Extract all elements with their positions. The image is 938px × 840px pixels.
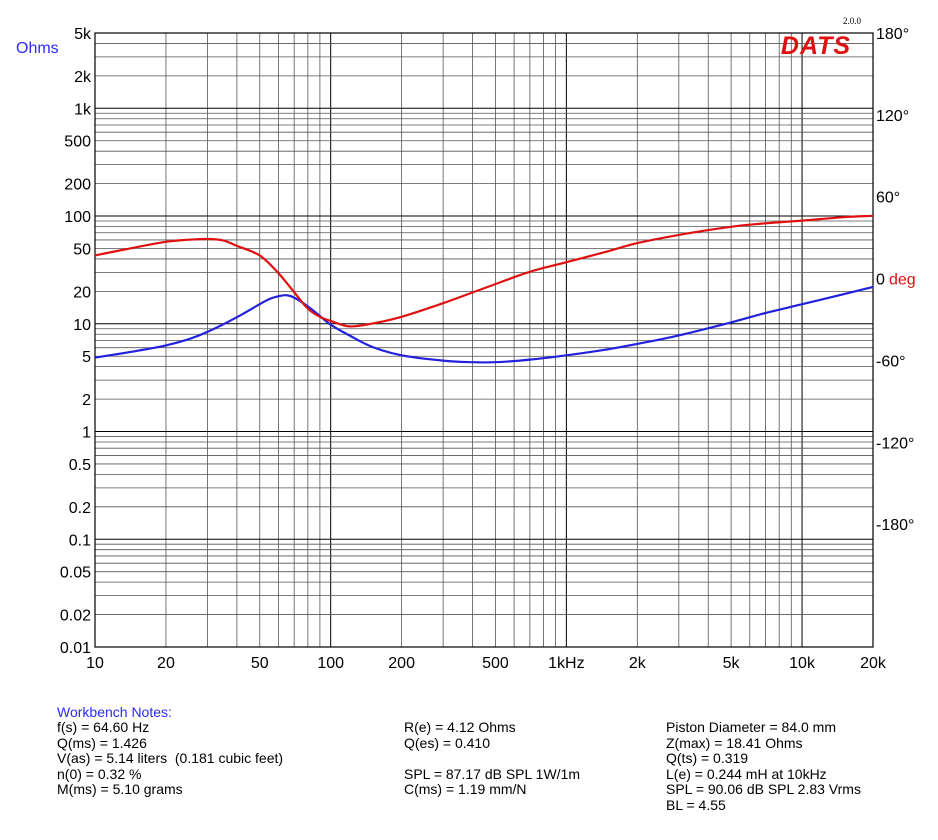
left-tick-label: 2k bbox=[74, 69, 92, 86]
right-tick-label: 60° bbox=[876, 190, 900, 207]
note-line: R(e) = 4.12 Ohms bbox=[404, 719, 516, 735]
left-tick-label: 0.05 bbox=[60, 565, 91, 582]
logo-text: DATS bbox=[781, 32, 851, 60]
left-tick-label: 2 bbox=[82, 392, 91, 409]
note-line: Q(es) = 0.410 bbox=[404, 734, 490, 751]
x-tick-label: 10 bbox=[86, 655, 104, 672]
impedance-phase-chart: 10 20 50 100 200 500 1kHz 2k 5k 10k 20k 5k2k1k5002… bbox=[16, 16, 916, 672]
x-tick-label: 20k bbox=[860, 655, 887, 672]
phase-unit-label: deg bbox=[889, 272, 916, 289]
right-axis-tick-labels: 180° 120° 60° 0 deg -60° -120° -180° bbox=[876, 26, 916, 534]
x-tick-label: 20 bbox=[157, 655, 175, 672]
x-tick-label: 10k bbox=[789, 655, 816, 672]
note-line: V(as) = 5.14 liters (0.181 cubic feet) bbox=[57, 750, 284, 766]
left-tick-label: 20 bbox=[73, 284, 91, 301]
right-tick-label: 0 bbox=[876, 272, 885, 289]
note-line: SPL = 87.17 dB SPL 1W/1m bbox=[404, 765, 581, 782]
impedance-series-line bbox=[94, 285, 874, 364]
note-line bbox=[404, 751, 580, 767]
note-line: L(e) = 0.244 mH at 10kHz bbox=[666, 765, 827, 782]
note-line: f(s) = 64.60 Hz bbox=[57, 719, 150, 735]
left-tick-label: 0.2 bbox=[69, 500, 91, 517]
logo-version: 2.0.0 bbox=[843, 16, 862, 26]
left-tick-label: 50 bbox=[73, 241, 91, 258]
dats-logo: 2.0.0 DATS bbox=[781, 16, 862, 60]
note-line: C(ms) = 1.19 mm/N bbox=[404, 781, 527, 797]
note-line: SPL = 90.06 dB SPL 2.83 Vrms bbox=[666, 781, 861, 797]
left-tick-label: 0.1 bbox=[69, 532, 91, 549]
note-line: BL = 4.55 bbox=[666, 796, 726, 813]
right-tick-label: -180° bbox=[876, 517, 914, 534]
left-tick-label: 5 bbox=[82, 349, 91, 366]
notes-column-1: f(s) = 64.60 Hz Q(ms) = 1.426 V(as) = 5.14… bbox=[57, 719, 284, 798]
phase-series-line bbox=[94, 214, 874, 328]
note-line: M(ms) = 5.10 grams bbox=[57, 781, 183, 797]
data-series bbox=[94, 214, 874, 364]
right-tick-label: 180° bbox=[876, 26, 909, 43]
left-tick-label: 200 bbox=[64, 177, 91, 194]
left-axis-tick-labels: 5k 2k 1k 500 200 100 50 20 10 5 2 1 0.5 0.2 0.1 0.05 0.0… bbox=[60, 26, 92, 657]
x-tick-label: 1kHz bbox=[548, 655, 584, 672]
left-tick-label: 1k bbox=[74, 101, 92, 118]
left-tick-label: 0.5 bbox=[69, 457, 91, 474]
x-tick-label: 500 bbox=[482, 655, 509, 672]
left-tick-label: 500 bbox=[64, 134, 91, 151]
note-line: Q(ms) = 1.426 bbox=[57, 734, 147, 751]
x-tick-label: 2k bbox=[629, 655, 647, 672]
notes-column-2: R(e) = 4.12 Ohms Q(es) = 0.410 SPL = 87.17… bbox=[404, 719, 581, 798]
note-line: Q(ts) = 0.319 bbox=[666, 750, 749, 766]
right-tick-label: 120° bbox=[876, 108, 909, 125]
x-axis-tick-labels: 10 20 50 100 200 500 1kHz 2k 5k 10k 20k bbox=[86, 655, 887, 672]
left-tick-label: 100 bbox=[64, 209, 91, 226]
note-line: Piston Diameter = 84.0 mm bbox=[666, 719, 837, 735]
right-tick-label: -60° bbox=[876, 353, 906, 370]
note-line: n(0) = 0.32 % bbox=[57, 765, 142, 782]
left-tick-label: 10 bbox=[73, 317, 91, 334]
x-tick-label: 50 bbox=[251, 655, 269, 672]
left-tick-label: 0.02 bbox=[60, 608, 91, 625]
left-tick-label: 5k bbox=[74, 26, 92, 43]
left-tick-label: 0.01 bbox=[60, 640, 91, 657]
ohms-axis-label: Ohms bbox=[16, 40, 59, 57]
grid-lines bbox=[94, 32, 874, 648]
workbench-notes-title: Workbench Notes: bbox=[57, 704, 172, 720]
note-line: Z(max) = 18.41 Ohms bbox=[666, 734, 803, 751]
x-tick-label: 200 bbox=[388, 655, 415, 672]
x-tick-label: 5k bbox=[723, 655, 741, 672]
left-tick-label: 1 bbox=[82, 425, 91, 442]
notes-column-3: Piston Diameter = 84.0 mm Z(max) = 18.41 … bbox=[666, 719, 861, 813]
x-tick-label: 100 bbox=[317, 655, 344, 672]
plot-frame bbox=[94, 32, 874, 648]
right-tick-label: -120° bbox=[876, 435, 914, 452]
